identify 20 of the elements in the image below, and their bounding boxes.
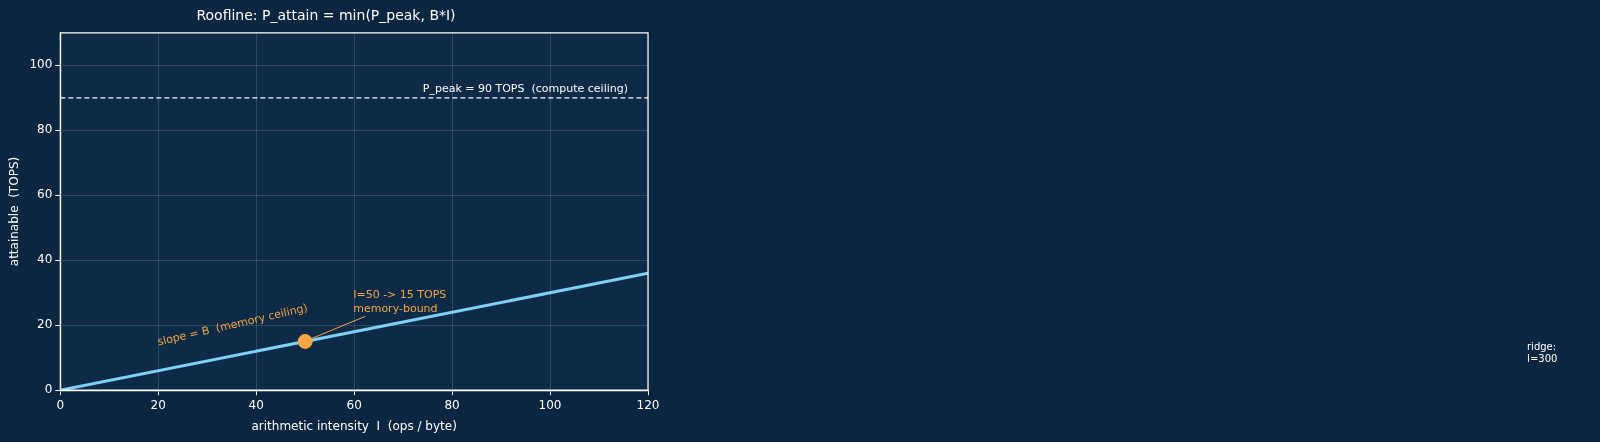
- x-tick-label: 120: [636, 397, 660, 412]
- ref-line-label: P_peak = 90 TOPS (compute ceiling): [422, 82, 628, 96]
- y-tick-label: 0: [44, 382, 53, 397]
- x-tick-label: 80: [444, 397, 460, 412]
- y-tick-label: 100: [29, 57, 53, 72]
- y-tick-label: 20: [37, 317, 53, 332]
- x-tick-label: 100: [538, 397, 562, 412]
- annotation: slope = B (memory ceiling): [156, 301, 309, 349]
- x-tick-label: 60: [346, 397, 362, 412]
- chart-title: Roofline: P_attain = min(P_peak, B*I): [196, 7, 456, 24]
- x-tick-label: 20: [150, 397, 166, 412]
- x-axis-title: arithmetic intensity I (ops / byte): [251, 418, 457, 433]
- y-tick-label: 80: [37, 122, 53, 137]
- annotation: I=50 -> 15 TOPS memory-bound: [353, 287, 447, 315]
- x-tick-label: 40: [248, 397, 264, 412]
- y-tick-label: 60: [37, 187, 53, 202]
- y-tick-label: 40: [37, 252, 53, 267]
- x-tick-label: 0: [56, 397, 65, 412]
- y-axis-title: attainable (TOPS): [7, 156, 22, 267]
- text: ridge: I=300: [1527, 340, 1558, 364]
